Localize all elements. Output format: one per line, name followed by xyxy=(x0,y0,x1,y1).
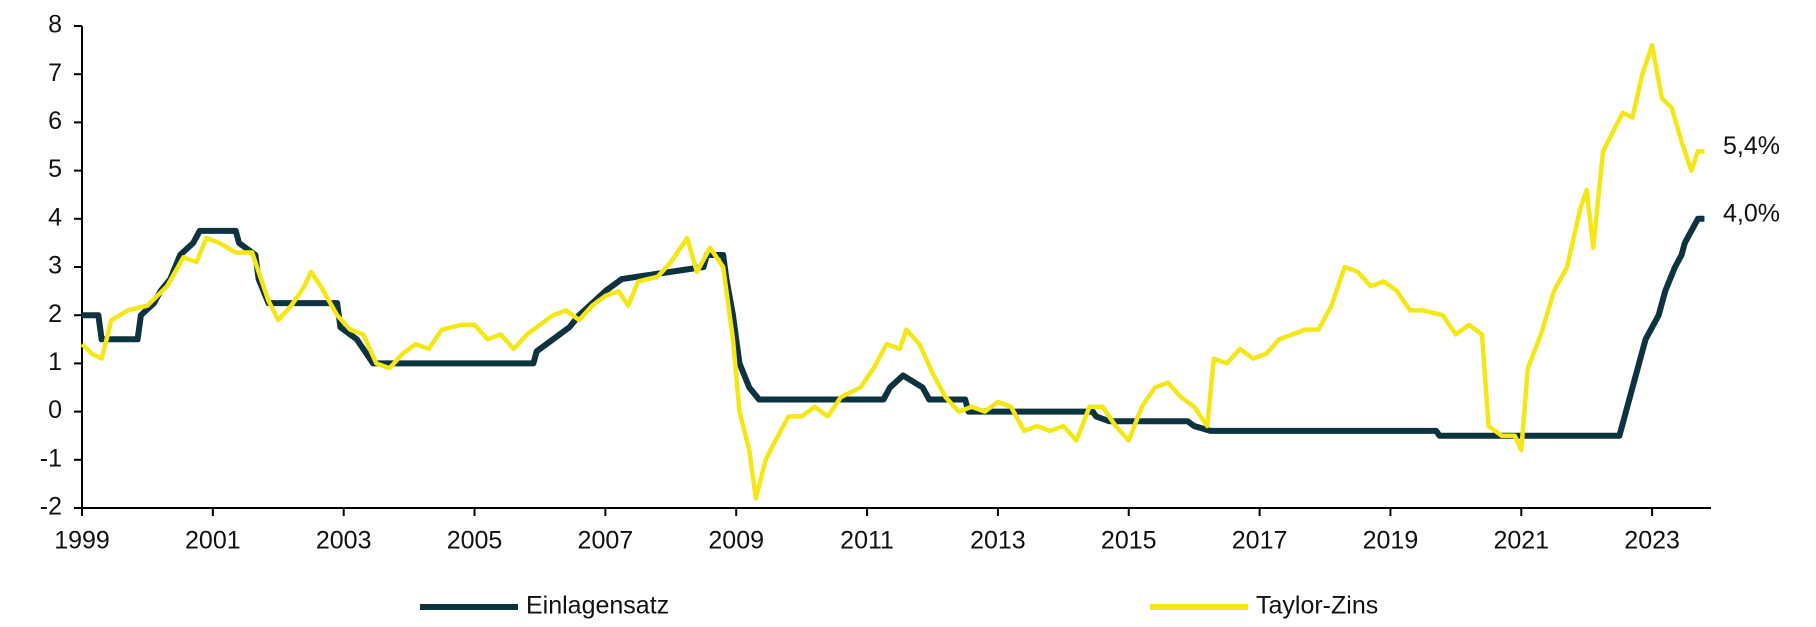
y-tick-label: 7 xyxy=(48,59,62,87)
y-tick-label: 4 xyxy=(48,203,62,231)
x-tick-label: 2001 xyxy=(185,527,241,555)
x-tick-label: 2005 xyxy=(447,527,503,555)
x-tick-label: 2009 xyxy=(708,527,764,555)
y-tick-label: 2 xyxy=(48,300,62,328)
x-tick-label: 2007 xyxy=(578,527,634,555)
x-tick-label: 2015 xyxy=(1101,527,1157,555)
x-tick-label: 2003 xyxy=(316,527,372,555)
x-tick-label: 2023 xyxy=(1624,527,1680,555)
y-tick-label: 5 xyxy=(48,155,62,183)
y-tick-label: 6 xyxy=(48,107,62,135)
y-tick-label: -1 xyxy=(40,444,62,472)
x-tick-label: 1999 xyxy=(54,527,110,555)
x-tick-label: 2019 xyxy=(1363,527,1419,555)
legend-label: Taylor-Zins xyxy=(1256,592,1378,620)
y-tick-label: 8 xyxy=(48,11,62,39)
y-tick-label: 1 xyxy=(48,348,62,376)
series-line xyxy=(82,215,1705,439)
end-label: 5,4% xyxy=(1723,132,1780,160)
y-tick-label: 0 xyxy=(48,396,62,424)
series-line xyxy=(80,43,1705,501)
end-label: 4,0% xyxy=(1723,199,1780,227)
legend-label: Einlagensatz xyxy=(526,592,669,620)
x-tick-label: 2021 xyxy=(1493,527,1549,555)
x-tick-label: 2013 xyxy=(970,527,1026,555)
x-tick-label: 2017 xyxy=(1232,527,1288,555)
y-tick-label: 3 xyxy=(48,252,62,280)
x-tick-label: 2011 xyxy=(840,527,894,555)
y-tick-label: -2 xyxy=(40,493,62,521)
